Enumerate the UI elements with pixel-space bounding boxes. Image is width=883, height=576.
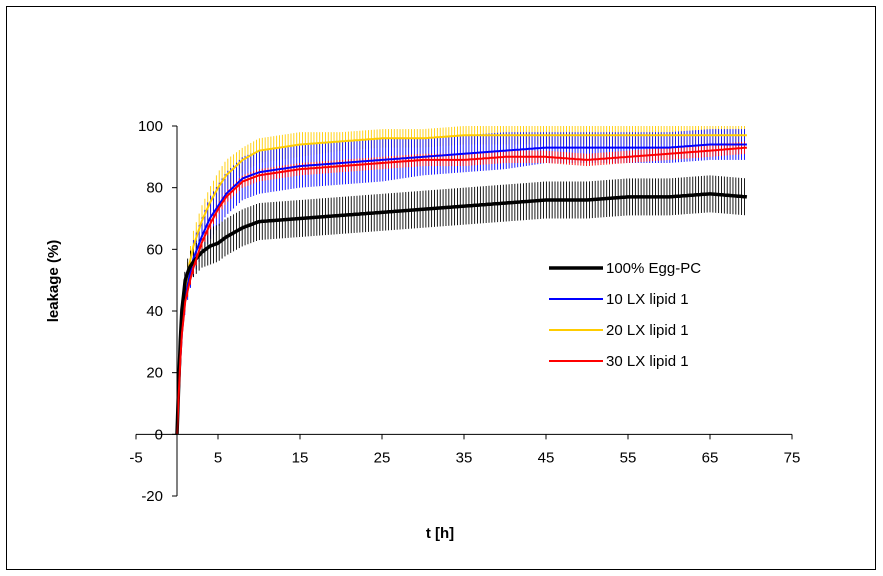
- series-lines-layer: [175, 134, 748, 435]
- x-tick-label: 35: [456, 449, 473, 466]
- y-tick-label: 100: [138, 118, 163, 135]
- tick-labels-layer: -20 0 20 40 60 80 100 -5 5 15 25 35 45 55 65 75: [129, 118, 800, 505]
- x-tick-label: 55: [620, 449, 637, 466]
- legend-label: 20 LX lipid 1: [606, 322, 689, 339]
- legend: 100% Egg-PC 10 LX lipid 1 20 LX lipid 1 30 …: [549, 260, 701, 370]
- y-tick-label: 40: [146, 303, 163, 320]
- x-tick-label: 65: [702, 449, 719, 466]
- series-line-2: [176, 134, 748, 435]
- axes-layer: [135, 125, 793, 497]
- legend-label: 100% Egg-PC: [606, 260, 701, 277]
- y-tick-label: 0: [155, 426, 163, 443]
- y-tick-label: -20: [141, 488, 163, 505]
- series-line-3: [176, 146, 748, 435]
- x-tick-label: 45: [538, 449, 555, 466]
- y-tick-label: 60: [146, 241, 163, 258]
- x-tick-label: 25: [374, 449, 391, 466]
- y-axis-title: leakage (%): [45, 240, 62, 323]
- x-tick-label: -5: [129, 449, 142, 466]
- legend-label: 30 LX lipid 1: [606, 353, 689, 370]
- y-tick-label: 80: [146, 180, 163, 197]
- series-line-0: [175, 192, 748, 435]
- x-tick-label: 75: [784, 449, 801, 466]
- x-tick-label: 15: [292, 449, 309, 466]
- error-bars-series-2: [178, 126, 745, 390]
- legend-label: 10 LX lipid 1: [606, 291, 689, 308]
- series-line-1: [176, 143, 748, 435]
- y-tick-label: 20: [146, 365, 163, 382]
- x-tick-label: 5: [214, 449, 222, 466]
- chart-frame: [6, 6, 876, 570]
- x-axis-title: t [h]: [426, 525, 454, 542]
